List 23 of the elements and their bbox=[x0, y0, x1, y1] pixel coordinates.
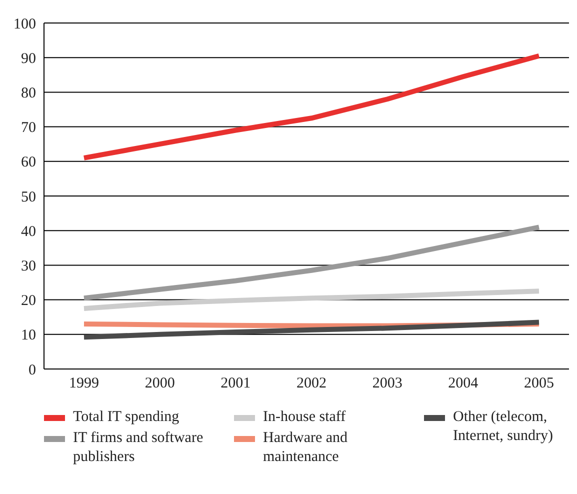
y-tick-label: 20 bbox=[21, 293, 36, 310]
x-tick-label: 2002 bbox=[296, 376, 326, 392]
y-tick-label: 40 bbox=[21, 224, 36, 240]
x-tick-label: 2001 bbox=[220, 376, 251, 392]
y-tick-label: 50 bbox=[21, 189, 36, 206]
y-tick-label: 90 bbox=[21, 50, 36, 67]
legend-label: Other (telecom, Internet, sundry) bbox=[453, 408, 554, 446]
y-tick-label: 100 bbox=[14, 16, 36, 32]
legend-label: Hardware and maintenance bbox=[263, 429, 349, 467]
y-tick-label: 30 bbox=[21, 258, 36, 275]
x-tick-label: 2000 bbox=[144, 376, 175, 392]
x-tick-label: 2005 bbox=[524, 376, 554, 392]
legend-label: Total IT spending bbox=[73, 408, 180, 427]
x-tick-label: 2003 bbox=[372, 376, 402, 392]
y-tick-label: 80 bbox=[21, 86, 36, 102]
y-tick-label: 0 bbox=[28, 362, 36, 378]
legend-label: IT firms and software publishers bbox=[73, 429, 204, 467]
x-tick-label: 1999 bbox=[69, 376, 99, 392]
x-tick-label: 2004 bbox=[448, 376, 479, 392]
y-tick-label: 60 bbox=[21, 154, 36, 171]
y-tick-label: 10 bbox=[21, 328, 36, 344]
y-tick-label: 70 bbox=[21, 120, 36, 136]
legend-label: In-house staff bbox=[263, 408, 347, 427]
